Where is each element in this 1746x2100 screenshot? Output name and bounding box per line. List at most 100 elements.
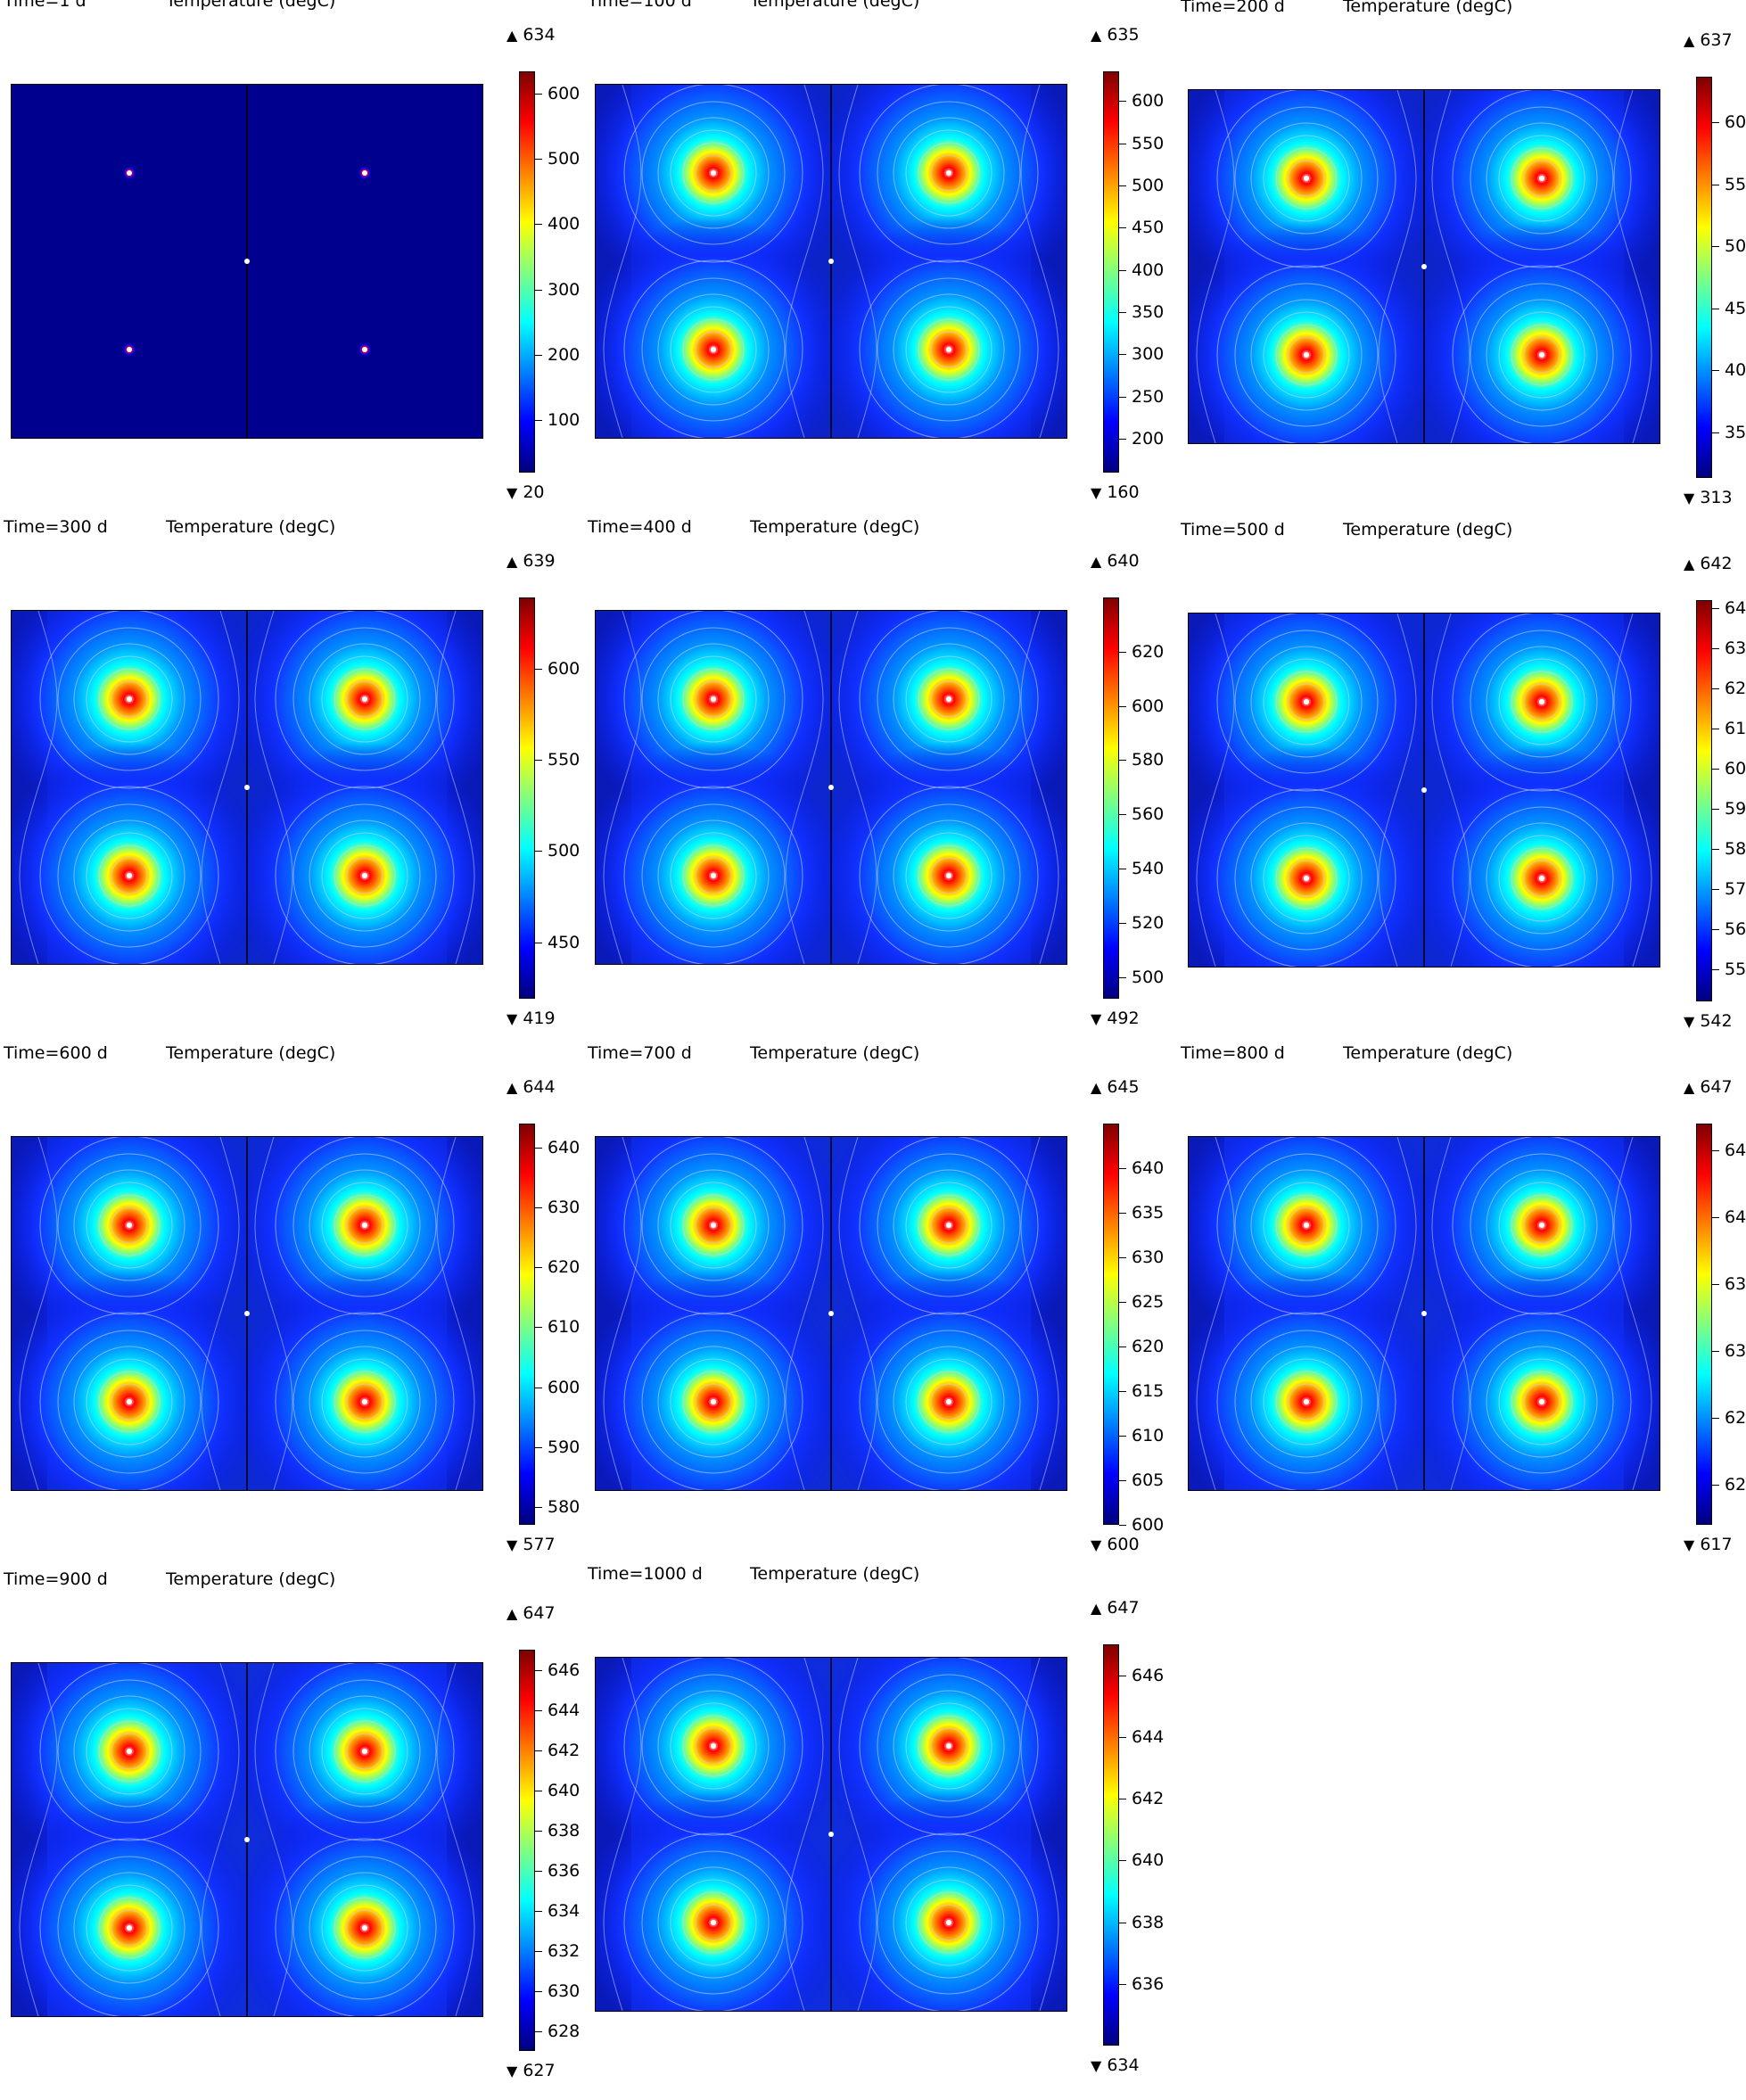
isotherm: [39, 1137, 219, 1315]
colorbar-max: ▲ 647: [1684, 1077, 1733, 1097]
source-point: [362, 1749, 367, 1754]
isotherm: [334, 1897, 396, 1959]
colorbar-tick: [1119, 1480, 1126, 1481]
colorbar-tick-label: 580: [1132, 750, 1165, 770]
time-label: Time=400 d: [588, 517, 692, 537]
colorbar: [1103, 1124, 1119, 1525]
colorbar-tick: [1712, 1485, 1719, 1486]
colorbar-tick: [1119, 1213, 1126, 1214]
colorbar-tick: [535, 159, 542, 161]
isotherm: [1498, 1358, 1585, 1445]
colorbar-tick: [535, 1870, 542, 1872]
isotherm: [670, 832, 757, 919]
source-point: [127, 1925, 132, 1931]
colorbar-tick: [1119, 101, 1126, 103]
colorbar-tick: [1712, 608, 1719, 609]
heat-source: [1408, 1268, 1660, 1490]
max-triangle-icon: ▲: [1684, 556, 1695, 572]
isotherm: [321, 655, 408, 743]
colorbar-min: ▼ 627: [507, 2061, 556, 2080]
isotherm: [275, 1663, 455, 1841]
colorbar: [1696, 77, 1712, 478]
colorbar-tick-label: 620: [548, 1257, 581, 1278]
colorbar-tick: [535, 1750, 542, 1751]
isotherm: [682, 1715, 745, 1777]
temperature-field: [1188, 1136, 1660, 1491]
isotherm: [1196, 1137, 1235, 1490]
max-triangle-icon: ▲: [1684, 1079, 1695, 1096]
source-point: [1539, 1399, 1544, 1404]
colorbar-max: ▲ 645: [1091, 1077, 1140, 1097]
isotherm: [893, 1169, 1005, 1281]
isotherm: [1498, 835, 1585, 922]
source-point: [946, 170, 951, 176]
colorbar-max: ▲ 635: [1091, 25, 1140, 45]
heat-source: [815, 1789, 1067, 2011]
isotherm: [1498, 311, 1585, 399]
source-point: [362, 347, 367, 352]
colorbar-tick: [1712, 1284, 1719, 1285]
colorbar-tick: [1712, 1351, 1719, 1352]
colorbar-min: ▼ 20: [507, 482, 545, 502]
heat-source: [596, 742, 847, 964]
isotherm: [1288, 683, 1325, 721]
heat-source: [596, 1789, 847, 2011]
isotherm: [1275, 1371, 1338, 1433]
isotherm: [838, 611, 877, 964]
probe-point: [828, 1832, 834, 1837]
max-triangle-icon: ▲: [507, 1079, 518, 1096]
isotherm: [838, 85, 877, 438]
colorbar-max: ▲ 639: [507, 551, 556, 571]
isotherm: [1613, 90, 1652, 443]
isotherm: [57, 1856, 202, 2000]
isotherm: [785, 1137, 824, 1490]
isotherm: [838, 1137, 877, 1490]
heat-source: [231, 742, 482, 964]
isotherm: [1470, 1330, 1614, 1474]
colorbar-min: ▼ 492: [1091, 1009, 1140, 1028]
isotherm: [201, 1137, 240, 1490]
min-triangle-icon: ▼: [1091, 484, 1102, 501]
isotherm: [1288, 1206, 1325, 1244]
colorbar-tick: [1119, 1860, 1126, 1862]
isotherm: [1020, 1137, 1059, 1490]
isotherm: [1263, 658, 1350, 745]
isotherm: [111, 1909, 148, 1947]
isotherm: [670, 655, 757, 743]
probe-point: [828, 1311, 834, 1316]
temperature-field: [11, 1136, 483, 1491]
isotherm: [1523, 683, 1561, 721]
heat-source: [1408, 745, 1660, 967]
isotherm: [859, 1137, 1039, 1315]
isotherm: [39, 1838, 219, 2016]
isotherm: [859, 1832, 1039, 2011]
temperature-field: [11, 84, 483, 439]
colorbar-tick: [535, 224, 542, 226]
isotherm: [838, 1658, 877, 2011]
temperature-panel: Time=200 d Temperature (degC) ▲ 637 ▼ 313 350 4…: [1177, 0, 1746, 527]
isotherm: [1216, 1312, 1396, 1490]
source-point: [1304, 876, 1309, 881]
isotherm: [682, 1891, 745, 1954]
isotherm: [1196, 614, 1235, 967]
time-label: Time=1 d: [4, 0, 86, 11]
colorbar-tick: [1119, 922, 1126, 924]
isotherm: [918, 1194, 980, 1256]
isotherm: [1234, 1330, 1379, 1474]
isotherm: [603, 85, 642, 438]
isotherm: [275, 1838, 455, 2016]
colorbar-tick-label: 620: [1725, 679, 1746, 698]
isotherm: [877, 627, 1021, 771]
probe-point: [828, 259, 834, 264]
isotherm: [670, 1879, 757, 1966]
temperature-field: [595, 84, 1067, 439]
isotherm: [1613, 614, 1652, 967]
isotherm: [893, 643, 1005, 755]
isotherm: [309, 1169, 421, 1281]
isotherm: [905, 1358, 992, 1445]
isotherm: [641, 1850, 786, 1995]
colorbar-tick: [1712, 969, 1719, 970]
heat-source: [596, 1268, 847, 1490]
isotherm: [641, 101, 786, 245]
quantity-label: Temperature (degC): [750, 1564, 920, 1584]
